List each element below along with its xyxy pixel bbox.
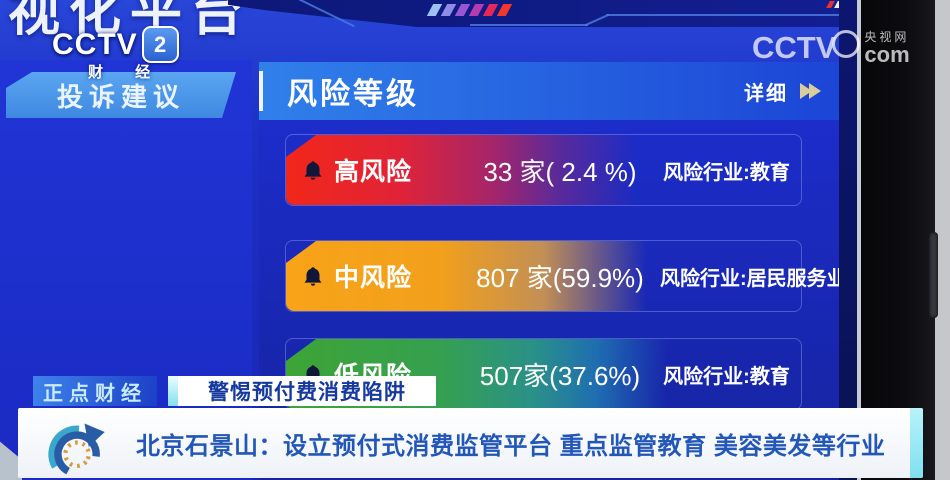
channel-name: 财 经 [88, 64, 165, 81]
risk-count: 33 家( 2.4 %) [483, 156, 637, 187]
risk-industry: 风险行业:教育 [663, 365, 790, 388]
bell-icon [304, 160, 322, 180]
watermark-ring-icon [832, 30, 861, 58]
color-slash-decoration [426, 4, 513, 16]
ticker-top-row: 正点财经 警惕预付费消费陷阱 [0, 376, 950, 406]
circuit-line [470, 24, 588, 26]
screen-edge-shadow [839, 0, 857, 480]
risk-count: 507家(37.6%) [479, 360, 641, 391]
device-edge-highlight [857, 0, 861, 480]
risk-panel-title: 风险等级 [287, 78, 419, 111]
watermark-site: 央视网 [864, 29, 910, 44]
risk-row-gradient [286, 241, 801, 311]
complaints-suggestions-button[interactable]: 投诉建议 [6, 72, 236, 118]
watermark-network: CCTV [752, 30, 837, 65]
risk-panel-header: 风险等级 详细 [259, 62, 839, 120]
device-side-button [929, 232, 938, 318]
bell-icon [304, 266, 322, 286]
header-accent-bar [259, 71, 263, 111]
risk-row-medium: 中风险 807 家(59.9%) 风险行业:居民服务业 [285, 240, 847, 312]
program-name-box: 正点财经 [33, 376, 157, 406]
risk-row-gradient [286, 135, 801, 205]
detail-link-label: 详细 [744, 82, 788, 105]
risk-row-low: 低风险 507家(37.6%) 风险行业:教育 [285, 338, 802, 410]
fast-forward-icon [800, 83, 821, 99]
complaints-button-label: 投诉建议 [56, 81, 185, 112]
topic-box: 警惕预付费消费陷阱 [178, 376, 436, 406]
risk-count: 807 家(59.9%) [476, 262, 644, 293]
risk-level-label: 高风险 [334, 158, 413, 186]
channel-logo: CCTV 2 财 经 [52, 26, 179, 82]
cctv-watermark: CCTV 央视网 com [752, 30, 910, 66]
news-headline: 北京石景山：设立预付式消费监管平台 重点监管教育 美容美发等行业 [136, 432, 886, 460]
program-name: 正点财经 [43, 382, 147, 405]
risk-level-label: 中风险 [334, 264, 413, 292]
headline-bar-end-cap [910, 408, 923, 478]
topic-label: 警惕预付费消费陷阱 [208, 381, 406, 404]
program-swirl-logo-icon [48, 423, 106, 478]
circuit-line [606, 14, 854, 16]
risk-row-high: 高风险 33 家( 2.4 %) 风险行业:教育 [285, 134, 802, 206]
watermark-domain: com [864, 41, 910, 67]
detail-link[interactable]: 详细 [744, 62, 821, 120]
device-bezel [861, 0, 935, 480]
channel-number-badge: 2 [141, 26, 179, 63]
channel-logo-network: CCTV [52, 27, 138, 61]
ticker-divider [168, 376, 178, 406]
platform-title-fragment: 视化平台 [8, 0, 253, 42]
headline-bar: 北京石景山：设立预付式消费监管平台 重点监管教育 美容美发等行业 [18, 408, 923, 478]
risk-industry: 风险行业:教育 [663, 161, 790, 184]
risk-industry: 风险行业:居民服务业 [660, 267, 847, 290]
